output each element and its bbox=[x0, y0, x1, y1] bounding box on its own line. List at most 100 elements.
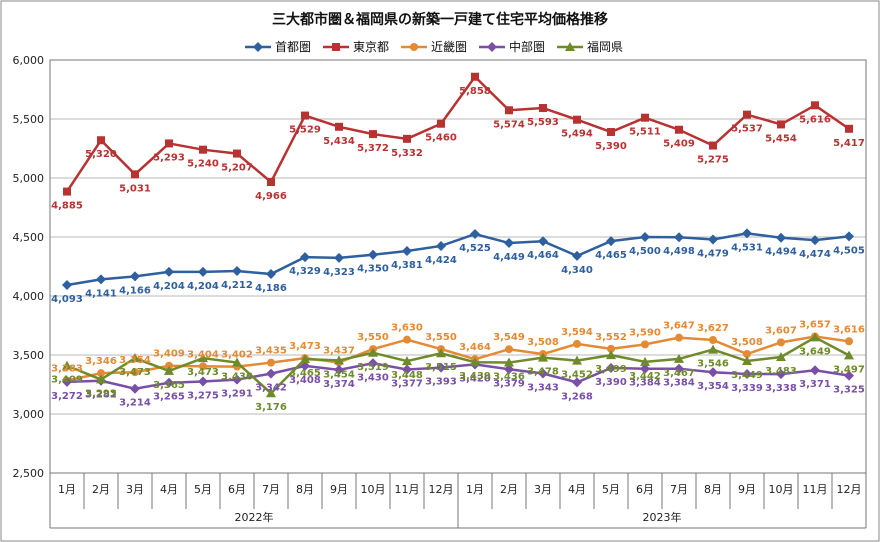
data-point-marker bbox=[130, 353, 140, 363]
data-label: 3,439 bbox=[459, 371, 491, 382]
data-point-marker bbox=[505, 345, 513, 354]
data-point-marker bbox=[436, 240, 446, 251]
data-point-marker bbox=[811, 101, 819, 110]
data-point-marker bbox=[674, 353, 684, 363]
data-label: 3,409 bbox=[153, 349, 185, 360]
x-tick-label: 12月 bbox=[429, 483, 454, 496]
data-label: 3,616 bbox=[833, 324, 865, 335]
legend-item: 近畿圏 bbox=[401, 40, 467, 54]
data-label: 3,473 bbox=[187, 367, 219, 378]
data-label: 3,354 bbox=[119, 355, 151, 366]
data-point-marker bbox=[742, 368, 752, 379]
data-point-marker bbox=[368, 347, 378, 357]
data-label: 3,436 bbox=[493, 372, 525, 383]
y-tick-label: 3,500 bbox=[13, 349, 45, 362]
x-tick-label: 5月 bbox=[194, 483, 212, 496]
series-line bbox=[66, 335, 850, 395]
data-point-marker bbox=[572, 377, 582, 388]
x-tick-label: 3月 bbox=[534, 483, 552, 496]
series-line bbox=[65, 74, 850, 193]
data-point-marker bbox=[199, 362, 207, 371]
data-label: 3,420 bbox=[459, 373, 491, 384]
data-label: 3,508 bbox=[527, 337, 559, 348]
data-point-marker bbox=[470, 229, 480, 240]
data-label: 4,531 bbox=[731, 242, 763, 253]
data-point-marker bbox=[742, 356, 752, 366]
y-tick-label: 4,000 bbox=[13, 290, 45, 303]
data-point-marker bbox=[402, 364, 412, 375]
data-label: 4,166 bbox=[119, 285, 151, 296]
legend-marker bbox=[332, 43, 340, 51]
data-point-marker bbox=[845, 337, 853, 346]
data-point-marker bbox=[607, 127, 615, 136]
data-point-marker bbox=[708, 344, 718, 354]
data-label: 4,093 bbox=[51, 294, 83, 305]
data-point-marker bbox=[674, 363, 684, 374]
data-point-marker bbox=[232, 357, 242, 367]
data-label: 3,473 bbox=[119, 367, 151, 378]
data-point-marker bbox=[607, 344, 615, 353]
data-label: 3,452 bbox=[561, 370, 593, 381]
data-label: 4,505 bbox=[833, 245, 865, 256]
data-label: 5,434 bbox=[323, 136, 355, 147]
data-point-marker bbox=[640, 356, 650, 366]
data-label: 4,340 bbox=[561, 265, 593, 276]
data-label: 3,282 bbox=[85, 390, 117, 401]
data-label: 3,377 bbox=[391, 379, 423, 390]
data-point-marker bbox=[300, 354, 310, 364]
data-point-marker bbox=[164, 365, 174, 375]
data-label: 3,519 bbox=[357, 362, 389, 373]
data-label: 3,176 bbox=[255, 402, 287, 413]
axes: 2,500 3,000 3,500 4,000 4,500 5,000 5,500 6,000… bbox=[13, 54, 867, 529]
chart-title: 三大都市圏＆福岡県の新築一戸建て住宅平均価格推移 bbox=[272, 11, 608, 28]
data-label: 3,552 bbox=[595, 332, 627, 343]
data-point-marker bbox=[334, 252, 344, 263]
data-point-marker bbox=[504, 364, 514, 375]
data-label: 3,342 bbox=[255, 383, 287, 394]
data-label: 4,381 bbox=[391, 260, 423, 271]
data-point-marker bbox=[708, 367, 718, 378]
legend-item: 東京都 bbox=[323, 40, 389, 54]
data-point-marker bbox=[436, 348, 446, 358]
data-label: 4,479 bbox=[697, 248, 729, 259]
data-label: 4,465 bbox=[595, 250, 627, 261]
x-tick-label: 7月 bbox=[670, 483, 688, 496]
data-point-marker bbox=[641, 113, 649, 122]
data-label: 3,384 bbox=[629, 378, 661, 389]
data-label: 3,442 bbox=[629, 371, 661, 382]
legend-marker bbox=[565, 42, 575, 51]
data-point-marker bbox=[198, 353, 208, 363]
legend-label: 中部圏 bbox=[509, 39, 545, 54]
data-label: 3,467 bbox=[663, 368, 695, 379]
data-label: 3,550 bbox=[357, 332, 389, 343]
data-label: 4,186 bbox=[255, 283, 287, 294]
data-label: 5,320 bbox=[85, 149, 117, 160]
data-point-marker bbox=[266, 388, 276, 398]
series-line bbox=[66, 232, 850, 287]
data-point-marker bbox=[130, 271, 140, 282]
x-tick-label: 4月 bbox=[568, 483, 586, 496]
series-line bbox=[66, 361, 850, 391]
data-point-marker bbox=[437, 119, 445, 128]
y-tick-label: 6,000 bbox=[13, 54, 45, 67]
x-tick-label: 11月 bbox=[803, 483, 828, 496]
data-label: 3,546 bbox=[697, 359, 729, 370]
data-point-marker bbox=[572, 355, 582, 365]
data-label: 3,594 bbox=[561, 327, 593, 338]
x-tick-label: 1月 bbox=[58, 483, 76, 496]
y-tick-label: 5,500 bbox=[13, 113, 45, 126]
data-point-marker bbox=[267, 178, 275, 187]
data-point-marker bbox=[709, 336, 717, 345]
data-point-marker bbox=[674, 232, 684, 243]
data-point-marker bbox=[368, 249, 378, 260]
data-label: 4,323 bbox=[323, 267, 355, 278]
data-point-marker bbox=[640, 232, 650, 242]
data-point-marker bbox=[131, 170, 139, 179]
data-point-marker bbox=[369, 130, 377, 139]
series-5 bbox=[62, 332, 854, 398]
legend-label: 近畿圏 bbox=[431, 40, 467, 54]
data-point-marker bbox=[266, 269, 276, 280]
legend-item: 中部圏 bbox=[479, 39, 545, 54]
